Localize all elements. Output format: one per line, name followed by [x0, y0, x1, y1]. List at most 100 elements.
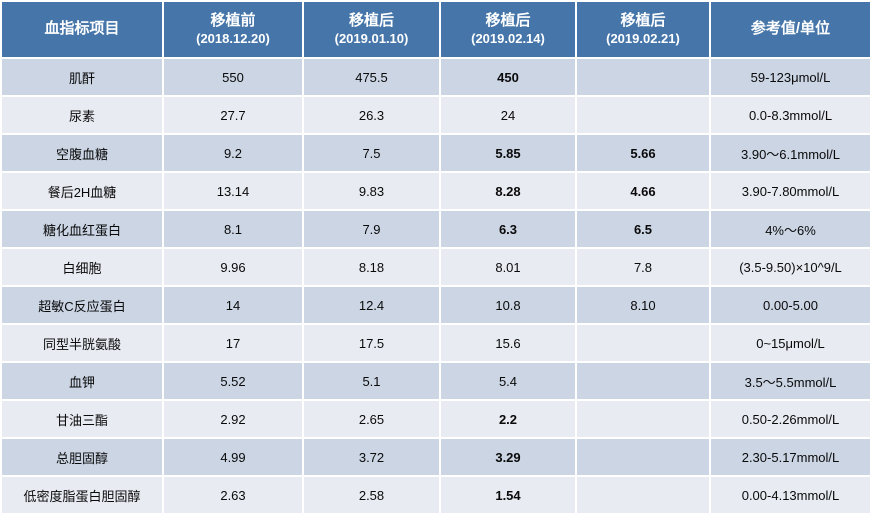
table-row: 肌酐 550 475.5 450 59-123μmol/L — [2, 59, 870, 95]
row-label: 同型半胱氨酸 — [2, 325, 162, 361]
value-cell: 450 — [441, 59, 575, 95]
value-cell: 5.66 — [577, 135, 709, 171]
value-cell: 26.3 — [304, 97, 439, 133]
table-row: 总胆固醇 4.99 3.72 3.29 2.30-5.17mmol/L — [2, 439, 870, 475]
table-header-row: 血指标项目 移植前 (2018.12.20) 移植后 (2019.01.10) 移植后 (2… — [2, 2, 870, 57]
value-cell — [577, 477, 709, 513]
value-cell: 9.96 — [164, 249, 302, 285]
reference-cell: 3.5～5.5mmol/L — [711, 363, 870, 399]
value-cell: 3.29 — [441, 439, 575, 475]
table-row: 甘油三酯 2.92 2.65 2.2 0.50-2.26mmol/L — [2, 401, 870, 437]
value-cell: 5.85 — [441, 135, 575, 171]
value-cell: 8.28 — [441, 173, 575, 209]
column-header-date: (2019.01.10) — [334, 30, 409, 46]
row-label: 低密度脂蛋白胆固醇 — [2, 477, 162, 513]
value-cell — [577, 97, 709, 133]
reference-cell: 0.00-5.00 — [711, 287, 870, 323]
row-label: 超敏C反应蛋白 — [2, 287, 162, 323]
value-cell: 475.5 — [304, 59, 439, 95]
column-header-date: (2019.02.14) — [471, 30, 545, 46]
reference-cell: 3.90～6.1mmol/L — [711, 135, 870, 171]
value-cell: 4.66 — [577, 173, 709, 209]
value-cell: 10.8 — [441, 287, 575, 323]
value-cell: 27.7 — [164, 97, 302, 133]
column-header-label: 移植后 — [620, 12, 666, 29]
table-row: 白细胞 9.96 8.18 8.01 7.8 (3.5-9.50)×10^9/L — [2, 249, 870, 285]
value-cell: 2.92 — [164, 401, 302, 437]
column-header-label: 移植后 — [348, 12, 394, 29]
value-cell — [577, 325, 709, 361]
reference-cell: 0.50-2.26mmol/L — [711, 401, 870, 437]
reference-cell: 0.00-4.13mmol/L — [711, 477, 870, 513]
value-cell: 3.72 — [304, 439, 439, 475]
column-header-label: 参考值/单位 — [750, 20, 831, 38]
value-cell: 1.54 — [441, 477, 575, 513]
reference-cell: 0~15μmol/L — [711, 325, 870, 361]
value-cell: 8.18 — [304, 249, 439, 285]
value-cell: 13.14 — [164, 173, 302, 209]
row-label: 白细胞 — [2, 249, 162, 285]
reference-cell: 4%～6% — [711, 211, 870, 247]
row-label: 餐后2H血糖 — [2, 173, 162, 209]
value-cell — [577, 363, 709, 399]
value-cell: 9.2 — [164, 135, 302, 171]
reference-cell: 0.0-8.3mmol/L — [711, 97, 870, 133]
row-label: 糖化血红蛋白 — [2, 211, 162, 247]
column-header-2: 移植后 (2019.01.10) — [304, 2, 439, 57]
column-header-date: (2019.02.21) — [606, 30, 680, 46]
table-row: 超敏C反应蛋白 14 12.4 10.8 8.10 0.00-5.00 — [2, 287, 870, 323]
value-cell: 6.3 — [441, 211, 575, 247]
row-label: 甘油三酯 — [2, 401, 162, 437]
column-header-1: 移植前 (2018.12.20) — [164, 2, 302, 57]
row-label: 空腹血糖 — [2, 135, 162, 171]
value-cell: 8.10 — [577, 287, 709, 323]
value-cell: 550 — [164, 59, 302, 95]
column-header-date: (2018.12.20) — [196, 30, 270, 46]
table-row: 餐后2H血糖 13.14 9.83 8.28 4.66 3.90-7.80mmol/L — [2, 173, 870, 209]
reference-cell: 3.90-7.80mmol/L — [711, 173, 870, 209]
value-cell: 2.58 — [304, 477, 439, 513]
table-row: 空腹血糖 9.2 7.5 5.85 5.66 3.90～6.1mmol/L — [2, 135, 870, 171]
row-label: 血钾 — [2, 363, 162, 399]
column-header-0: 血指标项目 — [2, 2, 162, 57]
table-row: 低密度脂蛋白胆固醇 2.63 2.58 1.54 0.00-4.13mmol/L — [2, 477, 870, 513]
value-cell: 17 — [164, 325, 302, 361]
table-row: 尿素 27.7 26.3 24 0.0-8.3mmol/L — [2, 97, 870, 133]
reference-cell: 2.30-5.17mmol/L — [711, 439, 870, 475]
row-label: 尿素 — [2, 97, 162, 133]
reference-cell: (3.5-9.50)×10^9/L — [711, 249, 870, 285]
value-cell: 5.52 — [164, 363, 302, 399]
value-cell: 2.63 — [164, 477, 302, 513]
value-cell: 12.4 — [304, 287, 439, 323]
value-cell: 7.5 — [304, 135, 439, 171]
column-header-label: 移植前 — [210, 12, 256, 29]
column-header-label: 血指标项目 — [44, 20, 120, 38]
value-cell: 8.01 — [441, 249, 575, 285]
value-cell: 17.5 — [304, 325, 439, 361]
value-cell: 8.1 — [164, 211, 302, 247]
row-label: 肌酐 — [2, 59, 162, 95]
value-cell — [577, 439, 709, 475]
table-body: 肌酐 550 475.5 450 59-123μmol/L 尿素 27.7 26.3 24 0.0… — [2, 59, 870, 513]
value-cell: 5.1 — [304, 363, 439, 399]
value-cell: 6.5 — [577, 211, 709, 247]
value-cell: 7.8 — [577, 249, 709, 285]
table-row: 同型半胱氨酸 17 17.5 15.6 0~15μmol/L — [2, 325, 870, 361]
table-row: 糖化血红蛋白 8.1 7.9 6.3 6.5 4%～6% — [2, 211, 870, 247]
column-header-5: 参考值/单位 — [711, 2, 870, 57]
column-header-3: 移植后 (2019.02.14) — [441, 2, 575, 57]
value-cell: 24 — [441, 97, 575, 133]
value-cell: 4.99 — [164, 439, 302, 475]
column-header-4: 移植后 (2019.02.21) — [577, 2, 709, 57]
value-cell: 15.6 — [441, 325, 575, 361]
table-row: 血钾 5.52 5.1 5.4 3.5～5.5mmol/L — [2, 363, 870, 399]
value-cell: 14 — [164, 287, 302, 323]
value-cell: 9.83 — [304, 173, 439, 209]
value-cell: 5.4 — [441, 363, 575, 399]
reference-cell: 59-123μmol/L — [711, 59, 870, 95]
value-cell: 2.2 — [441, 401, 575, 437]
value-cell: 2.65 — [304, 401, 439, 437]
column-header-label: 移植后 — [485, 12, 531, 29]
